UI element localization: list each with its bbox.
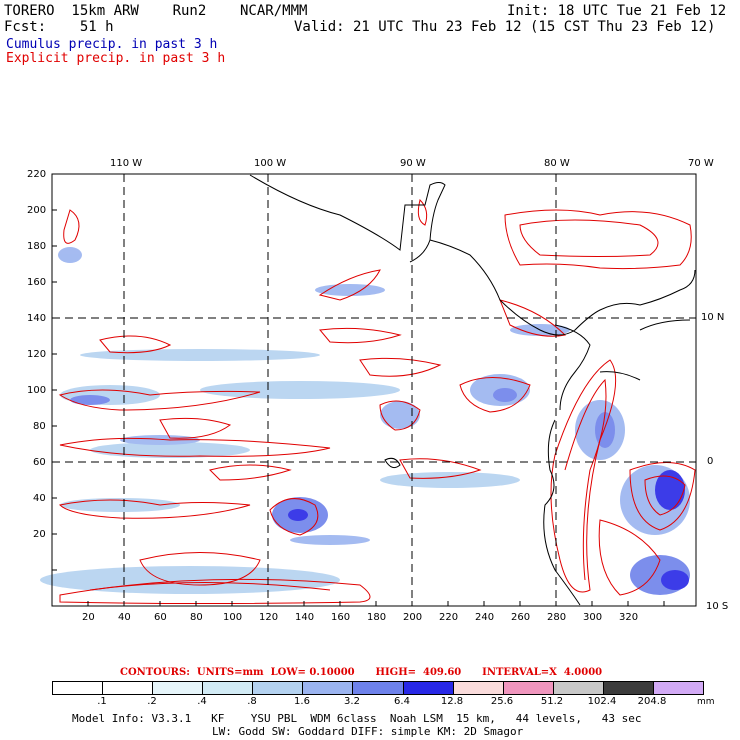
- y-tick-label: 220: [27, 169, 47, 180]
- model-info: Model Info: V3.3.1 KF YSU PBL WDM 6class…: [72, 712, 642, 725]
- y-tick-label: 140: [27, 313, 47, 324]
- x-tick-label: 260: [511, 612, 531, 623]
- cumulus-legend: Cumulus precip. in past 3 h: [6, 37, 218, 52]
- y-tick-label: 60: [33, 457, 46, 468]
- y-tick-label: 100: [27, 385, 47, 396]
- x-tick-label: 80: [190, 612, 203, 623]
- colorbar-label: 25.6: [490, 696, 514, 707]
- lat-label: 10 S: [706, 601, 729, 612]
- colorbar-label: 204.8: [637, 696, 667, 707]
- colorbar-label: .1: [97, 696, 107, 707]
- axis-ticks: [52, 173, 665, 606]
- colorbar-label: 102.4: [587, 696, 617, 707]
- init-time: Init: 18 UTC Tue 21 Feb 12: [507, 3, 727, 19]
- x-tick-label: 240: [475, 612, 495, 623]
- y-tick-label: 200: [27, 205, 47, 216]
- colorbar-swatch: [403, 682, 454, 694]
- colorbar-label: .2: [147, 696, 157, 707]
- lat-label: 10 N: [701, 312, 725, 323]
- colorbar-swatch: [303, 682, 354, 694]
- colorbar-label: 6.4: [394, 696, 410, 707]
- colorbar-swatch: [53, 682, 104, 694]
- x-tick-label: 300: [583, 612, 603, 623]
- colorbar-swatch: [153, 682, 204, 694]
- x-tick-label: 120: [259, 612, 279, 623]
- x-tick-label: 220: [439, 612, 459, 623]
- explicit-contours: [58, 199, 696, 604]
- colorbar-label: .8: [247, 696, 257, 707]
- lon-label: 110 W: [110, 158, 143, 169]
- lon-label: 100 W: [254, 158, 287, 169]
- y-tick-label: 160: [27, 277, 47, 288]
- lat-label: 0: [707, 456, 714, 467]
- colorbar-swatch: [503, 682, 554, 694]
- x-tick-label: 100: [223, 612, 243, 623]
- colorbar-labels: .1 .2 .4 .8 1.6 3.2 6.4 12.8 25.6 51.2 102.4 204.8: [52, 696, 702, 708]
- colorbar-label: .4: [197, 696, 207, 707]
- colorbar-label: 3.2: [344, 696, 360, 707]
- coastlines: [249, 174, 696, 606]
- contour-info: CONTOURS: UNITS=mm LOW= 0.10000 HIGH= 40…: [120, 667, 603, 678]
- x-tick-label: 200: [403, 612, 423, 623]
- x-tick-label: 40: [118, 612, 131, 623]
- x-tick-label: 320: [619, 612, 639, 623]
- colorbar-units: mm: [697, 697, 715, 707]
- x-tick-label: 280: [547, 612, 567, 623]
- colorbar-label: 51.2: [540, 696, 564, 707]
- latlon-grid: [52, 174, 696, 606]
- lon-label: 80 W: [544, 158, 570, 169]
- valid-time: Valid: 21 UTC Thu 23 Feb 12 (15 CST Thu …: [294, 19, 716, 35]
- y-tick-label: 120: [27, 349, 47, 360]
- x-tick-label: 160: [331, 612, 351, 623]
- colorbar-swatch: [253, 682, 304, 694]
- colorbar-label: 12.8: [440, 696, 464, 707]
- forecast-hour: Fcst: 51 h: [4, 19, 114, 35]
- colorbar-swatch: [353, 682, 404, 694]
- colorbar-swatch: [203, 682, 254, 694]
- y-tick-label: 40: [33, 493, 46, 504]
- x-tick-label: 180: [367, 612, 387, 623]
- colorbar-swatch: [653, 682, 704, 694]
- lon-label: 90 W: [400, 158, 426, 169]
- colorbar-swatch: [103, 682, 154, 694]
- y-tick-label: 180: [27, 241, 47, 252]
- model-physics: LW: Godd SW: Goddard DIFF: simple KM: 2D…: [212, 725, 524, 738]
- x-tick-label: 60: [154, 612, 167, 623]
- colorbar: [52, 681, 704, 695]
- colorbar-swatch: [553, 682, 604, 694]
- explicit-legend: Explicit precip. in past 3 h: [6, 51, 226, 66]
- model-title: TORERO 15km ARW Run2 NCAR/MMM: [4, 3, 308, 19]
- colorbar-label: 1.6: [294, 696, 310, 707]
- y-tick-label: 20: [33, 529, 46, 540]
- lon-label: 70 W: [688, 158, 714, 169]
- cumulus-shading: [40, 247, 690, 595]
- x-tick-label: 20: [82, 612, 95, 623]
- colorbar-swatch: [603, 682, 654, 694]
- x-tick-label: 140: [295, 612, 315, 623]
- colorbar-swatch: [453, 682, 504, 694]
- y-tick-label: 80: [33, 421, 46, 432]
